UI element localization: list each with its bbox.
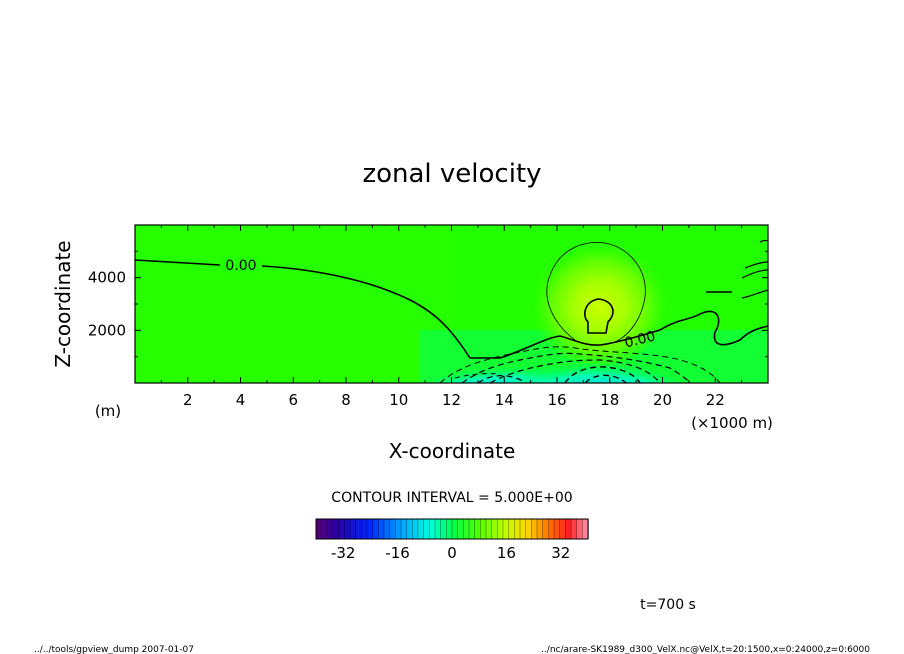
y-tick-label: 2000 (88, 321, 126, 339)
x-tick-label: 4 (236, 391, 246, 409)
x-tick-label: 8 (341, 391, 351, 409)
colorbar-swatch (338, 518, 345, 540)
colorbar-swatch (423, 518, 430, 540)
zero-contour (135, 259, 768, 359)
x-tick-label: 20 (653, 391, 672, 409)
x-unit-label: (×1000 m) (691, 414, 773, 432)
colorbar-swatch (463, 518, 470, 540)
x-tick-label: 18 (600, 391, 619, 409)
x-axis-label: X-coordinate (389, 439, 516, 463)
colorbar-swatch (519, 518, 527, 540)
contour-label: 0.00 (623, 328, 657, 351)
x-tick-label: 6 (288, 391, 298, 409)
colorbar-swatch (542, 518, 549, 540)
colorbar-swatch (553, 518, 561, 540)
colorbar-swatch (570, 518, 578, 540)
colorbar-swatch (315, 518, 323, 540)
colorbar-swatch (548, 518, 555, 540)
colorbar-swatch (508, 518, 515, 540)
contour-label: 0.00 (225, 258, 256, 274)
y-unit-label: (m) (95, 402, 121, 420)
colorbar-swatch (559, 518, 566, 540)
x-tick-label: 2 (183, 391, 193, 409)
colorbar-swatch (349, 518, 357, 540)
colorbar: -32 -16 0 16 32 (315, 518, 589, 562)
colorbar-swatch (332, 518, 340, 540)
colorbar-swatch (485, 518, 493, 540)
colorbar-swatch (417, 518, 425, 540)
y-axis: 2000 4000 (88, 250, 768, 358)
colorbar-swatch (361, 518, 368, 540)
contour-interval-text: CONTOUR INTERVAL = 5.000E+00 (331, 490, 572, 506)
colorbar-tick-label: 0 (447, 544, 457, 562)
colorbar-tick-label: -16 (385, 544, 410, 562)
colorbar-swatch (366, 518, 374, 540)
colorbar-tick-label: 32 (551, 544, 570, 562)
contours (135, 239, 768, 383)
colorbar-swatch (514, 518, 521, 540)
positive-contour-inner (584, 298, 614, 334)
colorbar-swatch (372, 518, 379, 540)
colorbar-swatch (406, 518, 413, 540)
colorbar-swatch (344, 518, 351, 540)
plot-area: 0.00 0.00 (134, 224, 769, 384)
colorbar-swatch (576, 518, 583, 540)
x-axis: 2 4 6 8 10 12 14 16 18 20 22 (160, 225, 743, 409)
chart-title: zonal velocity (362, 159, 541, 189)
colorbar-swatch (502, 518, 510, 540)
colorbar-swatch (434, 518, 442, 540)
colorbar-swatch (536, 518, 544, 540)
colorbar-swatch (491, 518, 498, 540)
colorbar-swatch (389, 518, 396, 540)
colorbar-swatch (565, 518, 572, 540)
colorbar-swatch (395, 518, 402, 540)
colorbar-swatch (383, 518, 391, 540)
x-tick-label: 10 (389, 391, 408, 409)
footer-right: ../nc/arare-SK1989_d300_VelX.nc@VelX,t=2… (541, 645, 870, 654)
colorbar-swatch (480, 518, 487, 540)
colorbar-swatch (327, 518, 334, 540)
x-tick-label: 22 (706, 391, 725, 409)
colorbar-swatch (531, 518, 538, 540)
colorbar-swatch (451, 518, 459, 540)
colorbar-swatch (321, 518, 328, 540)
colorbar-swatch (355, 518, 362, 540)
x-tick-label: 12 (442, 391, 461, 409)
colorbar-swatch (446, 518, 453, 540)
colorbar-swatch (400, 518, 408, 540)
colorbar-swatch (497, 518, 504, 540)
x-tick-label: 14 (495, 391, 514, 409)
x-tick-label: 16 (547, 391, 566, 409)
time-text: t=700 s (640, 597, 696, 613)
colorbar-swatch (525, 518, 532, 540)
colorbar-swatch (429, 518, 436, 540)
y-tick-label: 4000 (88, 269, 126, 287)
colorbar-swatch (474, 518, 481, 540)
footer-left: ../../tools/gpview_dump 2007-01-07 (34, 645, 194, 654)
colorbar-swatch (440, 518, 447, 540)
colorbar-swatch (468, 518, 476, 540)
colorbar-tick-label: -32 (331, 544, 356, 562)
colorbar-swatch (457, 518, 464, 540)
colorbar-swatch (412, 518, 419, 540)
y-axis-label: Z-coordinate (51, 240, 75, 367)
colorbar-tick-label: 16 (497, 544, 516, 562)
positive-contour-outer (546, 242, 646, 343)
colorbar-swatch (378, 518, 385, 540)
